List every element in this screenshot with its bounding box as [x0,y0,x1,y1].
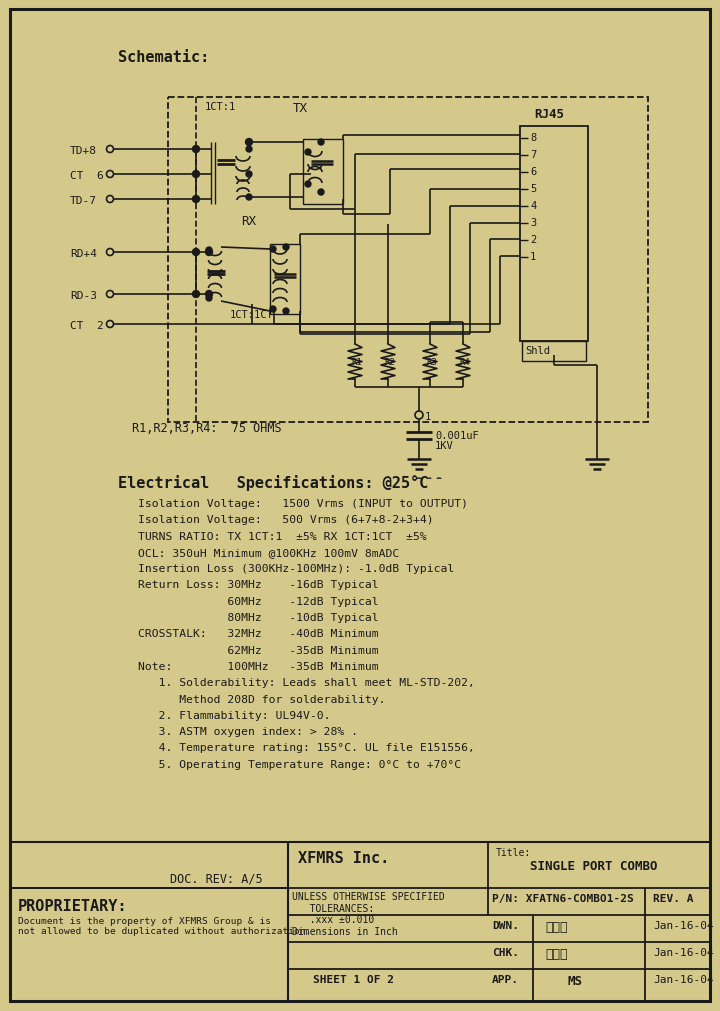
Text: XFMRS Inc.: XFMRS Inc. [298,850,390,865]
Text: Electrical   Specifications: @25°C: Electrical Specifications: @25°C [118,474,428,490]
Text: 废玉坤: 废玉坤 [545,947,567,960]
Circle shape [107,291,114,298]
Text: Title:: Title: [496,847,531,857]
Text: RJ45: RJ45 [534,108,564,121]
Circle shape [107,250,114,256]
Circle shape [283,308,289,314]
Text: 2: 2 [530,235,536,245]
Text: 4: 4 [530,201,536,210]
Text: R1: R1 [351,358,361,367]
Text: OCL: 350uH Minimum @100KHz 100mV 8mADC: OCL: 350uH Minimum @100KHz 100mV 8mADC [138,547,400,557]
Text: TURNS RATIO: TX 1CT:1  ±5% RX 1CT:1CT  ±5%: TURNS RATIO: TX 1CT:1 ±5% RX 1CT:1CT ±5% [138,531,427,541]
Text: CHK.: CHK. [492,947,519,957]
Circle shape [192,250,199,256]
Circle shape [270,306,276,312]
Bar [168,98,648,423]
Text: PROPRIETARY:: PROPRIETARY: [18,898,127,913]
Text: 80MHz    -10dB Typical: 80MHz -10dB Typical [138,613,379,623]
Circle shape [107,171,114,178]
Text: 4. Temperature rating: 155°C. UL file E151556,: 4. Temperature rating: 155°C. UL file E1… [138,743,475,753]
Text: 3: 3 [530,217,536,227]
Text: Shld: Shld [525,346,550,356]
Text: Jan-16-04: Jan-16-04 [653,974,714,984]
Bar [270,245,300,314]
Circle shape [107,321,114,329]
Bar [303,140,343,205]
Text: APP.: APP. [492,974,519,984]
Circle shape [205,291,212,298]
Text: DWN.: DWN. [492,920,519,930]
Text: RD+4: RD+4 [70,249,97,259]
Text: Note:        100MHz   -35dB Minimum: Note: 100MHz -35dB Minimum [138,661,379,671]
Circle shape [246,172,252,178]
Text: 1: 1 [425,411,431,422]
Text: 2. Flammability: UL94V-0.: 2. Flammability: UL94V-0. [138,710,330,720]
Text: 3. ASTM oxygen index: > 28% .: 3. ASTM oxygen index: > 28% . [138,727,358,736]
Text: R3: R3 [426,358,437,367]
Text: CT  6: CT 6 [70,171,104,181]
Text: Document is the property of XFMRS Group & is
not allowed to be duplicated withou: Document is the property of XFMRS Group … [18,916,311,935]
Text: P/N: XFATN6-COMBO1-2S: P/N: XFATN6-COMBO1-2S [492,893,634,903]
Text: 60MHz    -12dB Typical: 60MHz -12dB Typical [138,596,379,607]
Circle shape [270,247,276,253]
Circle shape [318,190,324,196]
Text: MS: MS [568,974,583,987]
Text: 1CT:1CT: 1CT:1CT [230,309,274,319]
Text: 1CT:1: 1CT:1 [205,102,236,112]
Circle shape [206,248,212,254]
Circle shape [192,291,199,298]
Text: 6: 6 [530,167,536,177]
Text: TD+8: TD+8 [70,146,97,156]
Text: Jan-16-04: Jan-16-04 [653,947,714,957]
Text: 5. Operating Temperature Range: 0°C to +70°C: 5. Operating Temperature Range: 0°C to +… [138,759,461,769]
Text: TD-7: TD-7 [70,196,97,206]
Text: CT  2: CT 2 [70,320,104,331]
Bar [522,342,586,362]
Circle shape [246,195,252,201]
Text: R2: R2 [384,358,395,367]
Text: 1. Solderability: Leads shall meet ML-STD-202,: 1. Solderability: Leads shall meet ML-ST… [138,677,475,687]
Circle shape [318,140,324,146]
Circle shape [283,245,289,251]
Circle shape [192,171,199,178]
Text: SINGLE PORT COMBO: SINGLE PORT COMBO [530,859,657,872]
Bar [520,126,588,342]
Text: Insertion Loss (300KHz-100MHz): -1.0dB Typical: Insertion Loss (300KHz-100MHz): -1.0dB T… [138,564,454,573]
Text: Schematic:: Schematic: [118,50,210,65]
Text: R4: R4 [459,358,469,367]
Text: Method 208D for solderability.: Method 208D for solderability. [138,694,385,704]
Text: 5: 5 [530,184,536,194]
Text: REV. A: REV. A [653,893,693,903]
Text: 李小锋: 李小锋 [545,920,567,933]
Text: TX: TX [293,102,308,115]
Text: 1: 1 [530,252,536,262]
Text: Return Loss: 30MHz    -16dB Typical: Return Loss: 30MHz -16dB Typical [138,580,379,589]
Circle shape [305,182,311,188]
Circle shape [107,147,114,154]
Text: 62MHz    -35dB Minimum: 62MHz -35dB Minimum [138,645,379,655]
Text: Jan-16-04: Jan-16-04 [653,920,714,930]
Text: DOC. REV: A/5: DOC. REV: A/5 [170,872,263,885]
Circle shape [192,147,199,154]
Circle shape [206,295,212,301]
Circle shape [246,140,253,147]
Circle shape [192,196,199,203]
Circle shape [107,196,114,203]
Circle shape [246,147,252,153]
Text: RD-3: RD-3 [70,291,97,300]
Circle shape [205,250,212,256]
Text: R1,R2,R3,R4:  75 OHMS: R1,R2,R3,R4: 75 OHMS [132,422,282,435]
Text: UNLESS OTHERWISE SPECIFIED
   TOLERANCES:
   .xxx ±0.010
Dimensions in Inch: UNLESS OTHERWISE SPECIFIED TOLERANCES: .… [292,891,445,936]
Text: RX: RX [241,214,256,227]
Text: Isolation Voltage:   500 Vrms (6+7+8-2+3+4): Isolation Voltage: 500 Vrms (6+7+8-2+3+4… [138,515,433,525]
Text: 8: 8 [530,132,536,143]
Text: CROSSTALK:   32MHz    -40dB Minimum: CROSSTALK: 32MHz -40dB Minimum [138,629,379,639]
Text: 0.001uF: 0.001uF [435,431,479,441]
Text: 7: 7 [530,150,536,160]
Circle shape [415,411,423,420]
Circle shape [305,150,311,156]
Text: Isolation Voltage:   1500 Vrms (INPUT to OUTPUT): Isolation Voltage: 1500 Vrms (INPUT to O… [138,498,468,509]
Text: 1KV: 1KV [435,441,454,451]
Text: SHEET 1 OF 2: SHEET 1 OF 2 [313,974,394,984]
